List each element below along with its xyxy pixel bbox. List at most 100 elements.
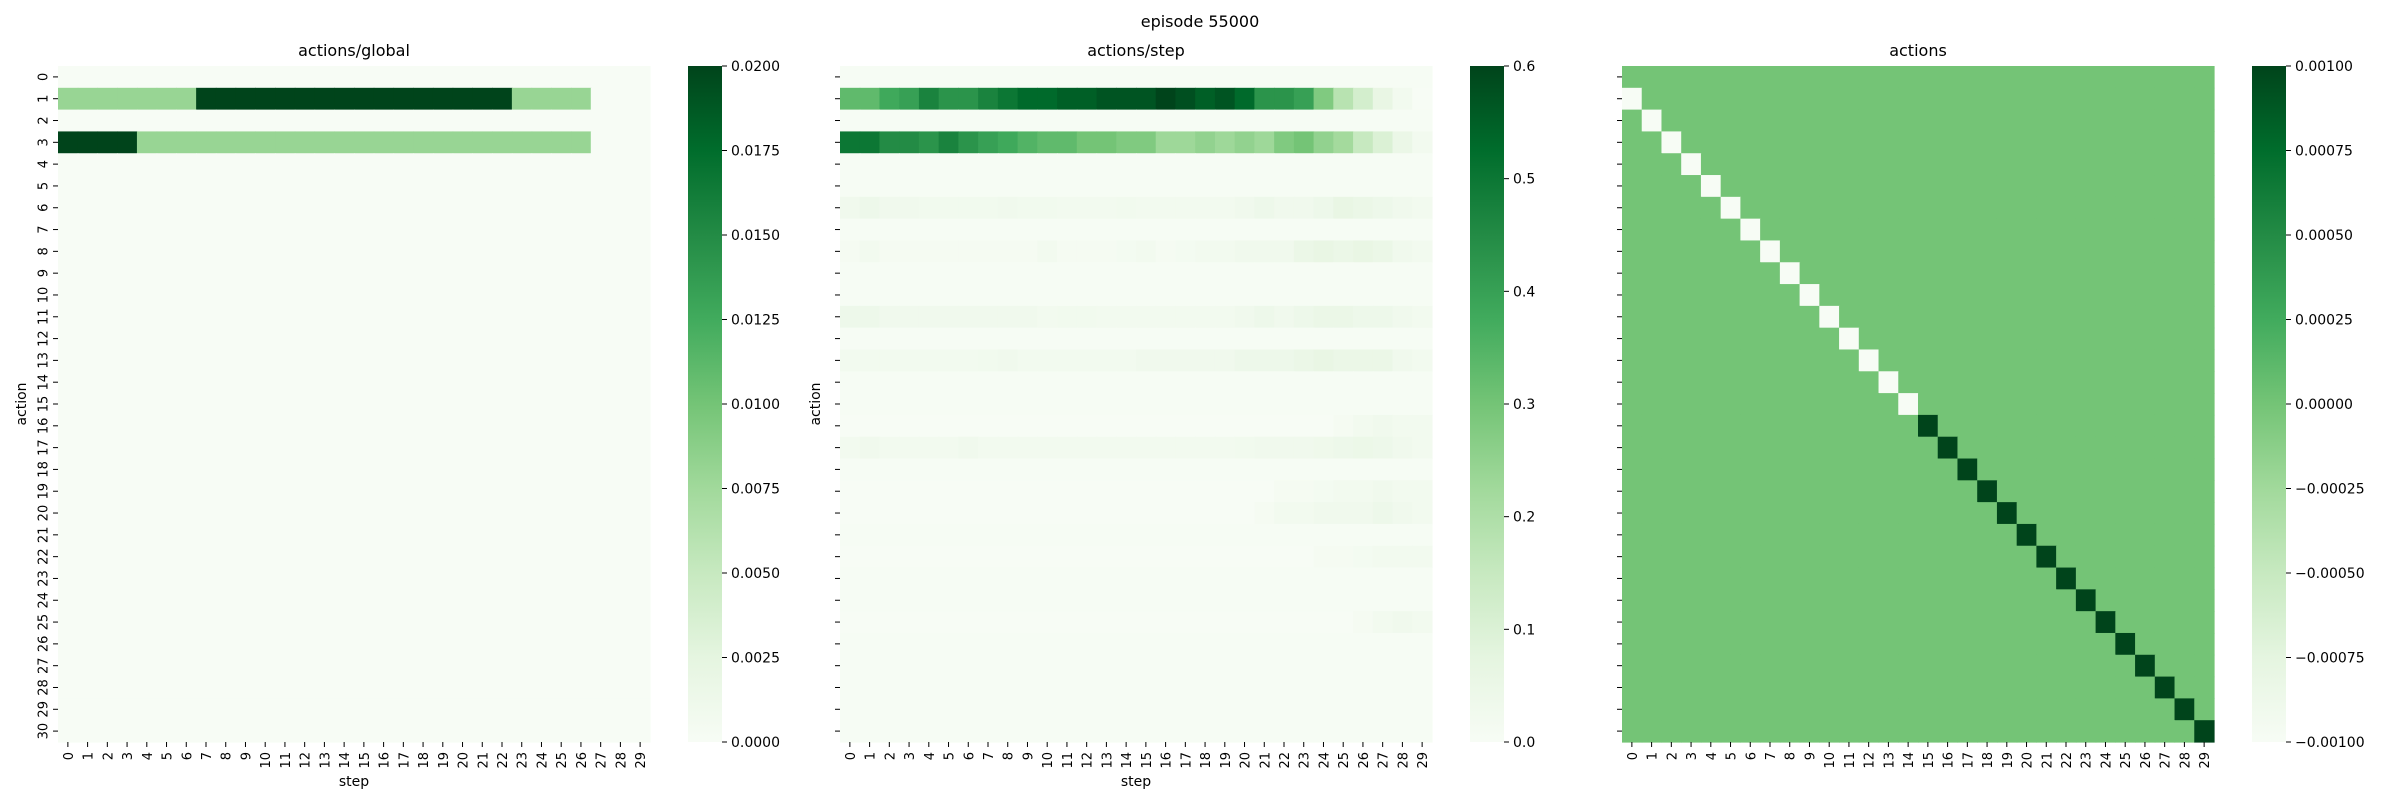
heatmap-cell bbox=[1096, 523, 1117, 547]
heatmap-cell bbox=[393, 262, 414, 285]
heatmap-cell bbox=[1313, 458, 1334, 481]
heatmap-cell bbox=[373, 502, 395, 525]
heatmap-cell bbox=[58, 327, 79, 351]
heatmap-cell bbox=[2154, 567, 2176, 590]
heatmap-cell bbox=[1274, 66, 1295, 89]
heatmap-cell bbox=[590, 196, 612, 220]
heatmap-cell bbox=[997, 611, 1019, 634]
heatmap-cell bbox=[1760, 567, 1781, 590]
heatmap-cell bbox=[1779, 305, 1801, 329]
heatmap-cell bbox=[2036, 567, 2057, 590]
heatmap-cell bbox=[1234, 502, 1255, 525]
heatmap-cell bbox=[1996, 654, 2018, 678]
heatmap-cell bbox=[413, 393, 434, 416]
heatmap-cell bbox=[1878, 305, 1899, 329]
heatmap-cell bbox=[879, 305, 900, 329]
heatmap-cell bbox=[978, 480, 999, 503]
heatmap-cell bbox=[1155, 175, 1177, 198]
heatmap-cell bbox=[840, 87, 861, 111]
heatmap-cell bbox=[571, 262, 592, 285]
heatmap-cell bbox=[2115, 327, 2136, 351]
heatmap-cell bbox=[1136, 175, 1157, 198]
heatmap-cell bbox=[255, 327, 276, 351]
heatmap-cell bbox=[1641, 654, 1663, 678]
heatmap-cell bbox=[1799, 109, 1820, 133]
heatmap-cell bbox=[1839, 153, 1860, 176]
heatmap-cell bbox=[938, 676, 959, 699]
heatmap-cell bbox=[1681, 458, 1702, 481]
heatmap-cell bbox=[492, 196, 513, 220]
heatmap-cell bbox=[1017, 720, 1038, 743]
heatmap-cell bbox=[1293, 87, 1315, 111]
heatmap-cell bbox=[1254, 567, 1275, 590]
heatmap-cell bbox=[1412, 567, 1433, 590]
x-tick-label: 25 bbox=[2119, 752, 2134, 769]
colorbar-tick-label: −0.00075 bbox=[2295, 651, 2365, 667]
heatmap-cell bbox=[879, 523, 900, 547]
heatmap-cell bbox=[1254, 698, 1275, 721]
heatmap-cell bbox=[117, 371, 138, 394]
heatmap-cell bbox=[1333, 480, 1354, 503]
heatmap-cell bbox=[610, 371, 631, 394]
heatmap-cell bbox=[1293, 458, 1315, 481]
heatmap-cell bbox=[354, 327, 375, 351]
heatmap-cell bbox=[1898, 611, 1919, 634]
heatmap-cell bbox=[196, 87, 217, 111]
heatmap-cell bbox=[1372, 654, 1394, 678]
heatmap-cell bbox=[1622, 218, 1643, 242]
heatmap-cell bbox=[1412, 480, 1433, 503]
heatmap-cell bbox=[1918, 153, 1939, 176]
heatmap-cell bbox=[938, 175, 959, 198]
heatmap-cell bbox=[373, 458, 395, 481]
heatmap-cell bbox=[551, 240, 572, 263]
heatmap-cell bbox=[1017, 284, 1038, 307]
heatmap-cell bbox=[1333, 654, 1354, 678]
heatmap-cell bbox=[2075, 480, 2097, 503]
heatmap-cell bbox=[393, 305, 414, 329]
heatmap-cell bbox=[1293, 131, 1315, 154]
heatmap-cell bbox=[2115, 393, 2136, 416]
heatmap-cell bbox=[1996, 414, 2018, 438]
y-tick-label: 13 bbox=[36, 352, 51, 369]
heatmap-cell bbox=[156, 131, 177, 154]
heatmap-cell bbox=[452, 567, 473, 590]
heatmap-cell bbox=[1957, 393, 1978, 416]
heatmap-cell bbox=[255, 153, 276, 176]
heatmap-cell bbox=[1353, 676, 1374, 699]
heatmap-cell bbox=[879, 720, 900, 743]
heatmap-cell bbox=[1057, 611, 1078, 634]
heatmap-cell bbox=[58, 371, 79, 394]
heatmap-cell bbox=[393, 87, 414, 111]
heatmap-cell bbox=[1977, 284, 1998, 307]
heatmap-cell bbox=[2075, 371, 2097, 394]
heatmap-cell bbox=[1858, 196, 1880, 220]
heatmap-cell bbox=[156, 284, 177, 307]
heatmap-cell bbox=[610, 480, 631, 503]
heatmap-cell bbox=[1372, 698, 1394, 721]
heatmap-cell bbox=[1622, 436, 1643, 460]
heatmap-cell bbox=[1372, 218, 1394, 242]
heatmap-cell bbox=[1681, 502, 1702, 525]
heatmap-cell bbox=[1057, 654, 1078, 678]
colorbar-actions bbox=[2252, 66, 2286, 742]
heatmap-cell bbox=[1175, 66, 1196, 89]
heatmap-cell bbox=[1957, 371, 1978, 394]
heatmap-cell bbox=[978, 720, 999, 743]
heatmap-cell bbox=[1937, 720, 1959, 743]
heatmap-cell bbox=[2056, 393, 2077, 416]
heatmap-cell bbox=[1412, 240, 1433, 263]
heatmap-cell bbox=[77, 458, 99, 481]
heatmap-cell bbox=[1641, 458, 1663, 481]
heatmap-cell bbox=[859, 611, 881, 634]
heatmap-cell bbox=[1819, 87, 1840, 111]
heatmap-cell bbox=[1372, 66, 1394, 89]
heatmap-cell bbox=[373, 393, 395, 416]
heatmap-cell bbox=[1878, 414, 1899, 438]
heatmap-cell bbox=[1779, 109, 1801, 133]
heatmap-cell bbox=[1293, 502, 1315, 525]
heatmap-cell bbox=[58, 720, 79, 743]
heatmap-cell bbox=[1819, 66, 1840, 89]
heatmap-cell bbox=[314, 502, 335, 525]
heatmap-cell bbox=[2174, 327, 2195, 351]
heatmap-cell bbox=[2135, 632, 2156, 656]
